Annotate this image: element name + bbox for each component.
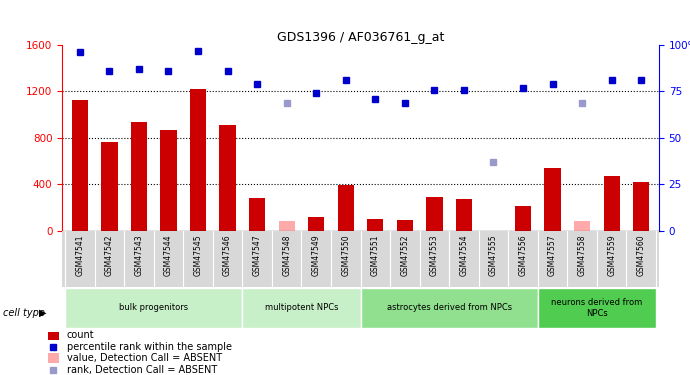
Text: GSM47556: GSM47556 (518, 234, 528, 276)
Text: GSM47549: GSM47549 (312, 234, 321, 276)
Text: astrocytes derived from NPCs: astrocytes derived from NPCs (386, 303, 512, 312)
Text: multipotent NPCs: multipotent NPCs (265, 303, 338, 312)
Text: GSM47557: GSM47557 (548, 234, 557, 276)
Text: GSM47559: GSM47559 (607, 234, 616, 276)
Text: GSM47551: GSM47551 (371, 234, 380, 276)
Bar (101, 142, 117, 231)
Text: GSM47560: GSM47560 (637, 234, 646, 276)
Bar (574, 221, 590, 231)
Text: GSM47544: GSM47544 (164, 234, 173, 276)
Bar (308, 217, 324, 231)
Text: GSM47541: GSM47541 (75, 234, 84, 276)
Text: count: count (67, 330, 95, 340)
Text: GSM47545: GSM47545 (193, 234, 203, 276)
Bar (426, 197, 442, 231)
Text: cell type: cell type (3, 308, 46, 318)
Text: GSM47550: GSM47550 (342, 234, 351, 276)
Bar (190, 89, 206, 231)
Text: percentile rank within the sample: percentile rank within the sample (67, 342, 232, 351)
Bar (633, 182, 649, 231)
Text: GSM47558: GSM47558 (578, 234, 586, 276)
Text: GSM47547: GSM47547 (253, 234, 262, 276)
Bar (456, 199, 472, 231)
Text: GSM47542: GSM47542 (105, 234, 114, 276)
Bar (219, 125, 236, 231)
Bar (72, 99, 88, 231)
Bar (544, 168, 561, 231)
Bar (279, 221, 295, 231)
Text: ▶: ▶ (39, 308, 47, 318)
Text: rank, Detection Call = ABSENT: rank, Detection Call = ABSENT (67, 365, 217, 375)
Bar (538, 288, 656, 328)
Bar (367, 219, 384, 231)
Bar (48, 353, 59, 363)
Bar (397, 220, 413, 231)
Bar (360, 288, 538, 328)
Bar (65, 288, 242, 328)
Text: value, Detection Call = ABSENT: value, Detection Call = ABSENT (67, 353, 222, 363)
Bar (48, 330, 59, 340)
Bar (515, 206, 531, 231)
Bar (242, 288, 360, 328)
Title: GDS1396 / AF036761_g_at: GDS1396 / AF036761_g_at (277, 31, 444, 44)
Text: GSM47554: GSM47554 (460, 234, 469, 276)
Text: GSM47546: GSM47546 (223, 234, 232, 276)
Text: bulk progenitors: bulk progenitors (119, 303, 188, 312)
Text: GSM47555: GSM47555 (489, 234, 498, 276)
Bar (604, 176, 620, 231)
Text: neurons derived from
NPCs: neurons derived from NPCs (551, 298, 642, 318)
Text: GSM47543: GSM47543 (135, 234, 144, 276)
Text: GSM47553: GSM47553 (430, 234, 439, 276)
Text: GSM47548: GSM47548 (282, 234, 291, 276)
Bar (160, 130, 177, 231)
Bar (131, 122, 147, 231)
Bar (337, 185, 354, 231)
Bar (249, 198, 265, 231)
Text: GSM47552: GSM47552 (400, 234, 409, 276)
